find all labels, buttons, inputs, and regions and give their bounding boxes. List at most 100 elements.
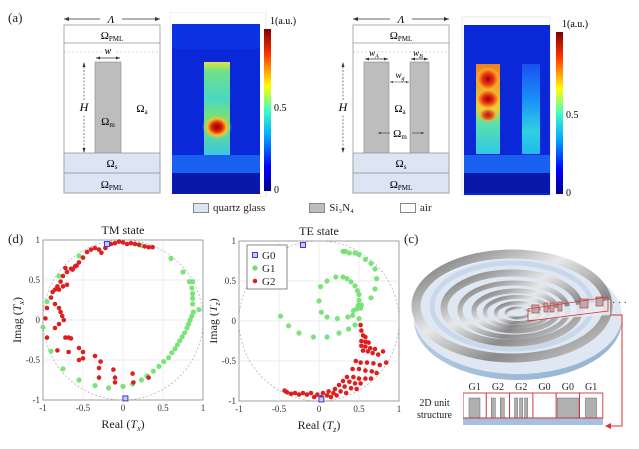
data-point-g1 (60, 366, 66, 372)
data-point-g2 (88, 247, 94, 252)
colorbar (264, 29, 271, 191)
data-point-g2 (363, 368, 368, 373)
colorbar-max-label: 1(a.u.) (270, 16, 296, 27)
material-domain-label: Ωm (393, 128, 407, 141)
data-point-g1 (346, 250, 352, 256)
pillar (585, 397, 597, 419)
data-point-g1 (138, 377, 144, 383)
data-point-g2 (142, 244, 147, 249)
data-point-g2 (343, 390, 349, 396)
y-tick-label: -1 (229, 396, 237, 406)
data-point-g1 (372, 286, 378, 292)
data-point-g1 (356, 252, 362, 258)
data-point-g1 (172, 346, 178, 352)
data-point-g1 (356, 292, 362, 298)
data-point-g1 (40, 324, 46, 330)
data-point-g1 (336, 330, 342, 336)
data-point-g2 (80, 349, 86, 355)
data-point-g2 (315, 392, 320, 397)
data-point-g0 (300, 242, 306, 248)
data-point-g1 (106, 385, 112, 391)
pillar (519, 397, 523, 419)
data-point-g1 (166, 355, 172, 361)
chart-title: TM state (102, 223, 145, 237)
height-label: H (338, 100, 349, 114)
data-point-g1 (345, 314, 351, 320)
data-point-g1 (76, 253, 82, 259)
si3n4-pillar (94, 61, 122, 154)
unit-structure-diagram: G1 G2 G2 G0 G0 G1 (463, 382, 604, 425)
y-axis-label: Imag (Tz) (210, 298, 222, 343)
data-point-g2 (96, 247, 102, 252)
cross-section-pillars (531, 296, 604, 314)
unit-cell-label: G2 (492, 382, 504, 393)
unit-cell-label: G0 (538, 382, 550, 393)
data-point-g2 (58, 309, 63, 315)
data-point-g1 (168, 255, 174, 261)
field-hotspot-1 (476, 67, 500, 91)
data-point-g2 (80, 356, 86, 361)
data-point-g2 (369, 369, 375, 374)
structure-diagram-double: Λ ΩPML wA wB wg H Ωa Ωm Ωs ΩPML (336, 13, 450, 194)
data-point-g2 (56, 321, 62, 327)
data-point-g2 (347, 379, 352, 385)
x-tick-label: 0 (121, 403, 126, 413)
cross-section-cut (528, 300, 610, 320)
panel-label-a: (a) (8, 10, 23, 25)
field-map-single: 1(a.u.) 0.5 0 (170, 12, 296, 197)
data-point-g2 (70, 267, 75, 272)
data-point-g2 (370, 350, 375, 356)
data-point-g1 (189, 313, 195, 319)
legend-label-g1: G1 (262, 263, 275, 275)
panel-label-c: (c) (404, 231, 419, 246)
y-tick-label: 0.5 (225, 276, 237, 286)
data-point-g2 (131, 380, 136, 385)
data-point-g2 (328, 394, 334, 400)
pml-bottom-layer (63, 172, 161, 194)
x-tick-label: -0.5 (272, 404, 287, 414)
data-point-g2 (342, 384, 347, 389)
field-map-double: 1(a.u.) 0.5 0 (461, 16, 588, 197)
data-point-g2 (146, 375, 151, 380)
data-point-g1 (196, 307, 202, 313)
data-point-g2 (96, 365, 102, 371)
data-point-g2 (358, 381, 363, 386)
data-point-g1 (190, 301, 196, 307)
data-point-g1 (358, 305, 364, 311)
data-point-g1 (348, 279, 354, 285)
data-point-g1 (187, 317, 193, 323)
data-point-g2 (76, 345, 82, 351)
data-point-g2 (64, 282, 70, 288)
data-point-g2 (63, 335, 68, 340)
data-point-g2 (363, 376, 368, 381)
data-point-g2 (375, 352, 381, 357)
data-point-g1 (296, 330, 302, 336)
data-point-g1 (174, 342, 180, 348)
data-point-g2 (351, 374, 356, 380)
te-state-chart: -1 -0.5 0 0.5 1 1 0.5 0 -0.5 -1 TE state Real (Tz) I… (210, 224, 401, 434)
data-point-g2 (76, 357, 82, 363)
data-point-g2 (132, 241, 138, 247)
gap-label: wg (395, 70, 404, 82)
data-point-g2 (296, 392, 302, 397)
data-point-g1 (189, 285, 195, 291)
width-label: w (105, 46, 112, 57)
data-point-g2 (64, 269, 70, 275)
data-point-g1 (190, 309, 196, 315)
data-point-g2 (360, 348, 366, 353)
data-point-g1 (179, 334, 185, 340)
data-point-g0 (318, 396, 325, 403)
data-point-g2 (74, 263, 79, 268)
data-point-g2 (359, 343, 364, 349)
legend-item-quartz: quartz glass (193, 202, 265, 214)
legend-label-g2: G2 (262, 276, 275, 288)
structure-diagram-single: Λ ΩPML w H Ωm Ωa Ωs ΩPML (63, 13, 161, 194)
data-point-g2 (56, 305, 62, 311)
y-tick-label: -0.5 (222, 356, 237, 366)
pml-top-label: ΩPML (390, 30, 413, 43)
data-point-g1 (354, 288, 360, 294)
colorbar-mid-label: 0.5 (274, 103, 287, 114)
data-point-g2 (366, 340, 371, 345)
data-point-g1 (177, 338, 183, 344)
data-point-g1 (182, 330, 188, 336)
